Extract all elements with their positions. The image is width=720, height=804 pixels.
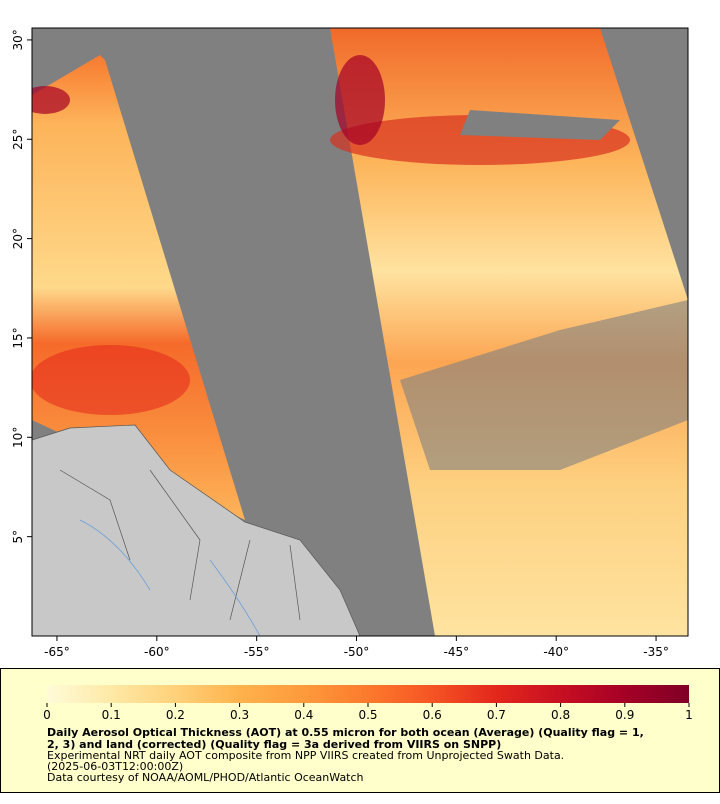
y-tick-label: 25°	[11, 129, 25, 150]
colorbar-tick-label: 0.2	[166, 708, 185, 722]
colorbar-tick-label: 0.7	[487, 708, 506, 722]
x-tick-label: -65°	[44, 645, 70, 659]
colorbar-tick-label: 0.9	[615, 708, 634, 722]
no-data-gap	[460, 110, 620, 140]
colorbar-tick-label: 0.6	[423, 708, 442, 722]
colorbar-tick-label: 0.3	[230, 708, 249, 722]
aerosol-plume	[32, 86, 70, 114]
colorbar-tick-label: 0.1	[102, 708, 121, 722]
caption-text: Data courtesy of NOAA/AOML/PHOD/Atlantic…	[47, 771, 364, 784]
caption-title: Daily Aerosol Optical Thickness (AOT) at…	[47, 726, 644, 739]
x-tick-label: -35°	[643, 645, 669, 659]
land	[32, 424, 361, 636]
plot-frame	[31, 27, 689, 637]
colorbar-tick-label: 0.5	[358, 708, 377, 722]
caption-text: (2025-06-03T12:00:00Z)	[47, 760, 183, 773]
y-tick-label: 20°	[11, 228, 25, 249]
aerosol-plume	[32, 345, 190, 415]
x-tick-label: -40°	[543, 645, 569, 659]
borders	[59, 469, 301, 621]
colorbar-tick-label: 0	[43, 708, 51, 722]
map-plot	[32, 28, 688, 636]
aerosol-plume	[335, 55, 385, 145]
x-tick-label: -50°	[344, 645, 370, 659]
rivers	[79, 519, 261, 636]
caption-text: Experimental NRT daily AOT composite fro…	[47, 749, 564, 762]
right-swath	[330, 28, 688, 636]
x-tick-label: -55°	[244, 645, 270, 659]
y-tick-label: 30°	[11, 29, 25, 50]
x-tick-label: -60°	[144, 645, 170, 659]
colorbar-tick-label: 1	[685, 708, 693, 722]
y-tick-label: 15°	[11, 327, 25, 348]
colorbar-tick-label: 0.4	[294, 708, 313, 722]
caption-title: 2, 3) and land (corrected) (Quality flag…	[47, 738, 501, 751]
y-tick-label: 10°	[11, 427, 25, 448]
colorbar-tick-label: 0.8	[551, 708, 570, 722]
colorbar	[47, 685, 689, 703]
no-data-gap	[400, 300, 688, 470]
y-tick-label: 5°	[11, 530, 25, 544]
x-tick-label: -45°	[444, 645, 470, 659]
